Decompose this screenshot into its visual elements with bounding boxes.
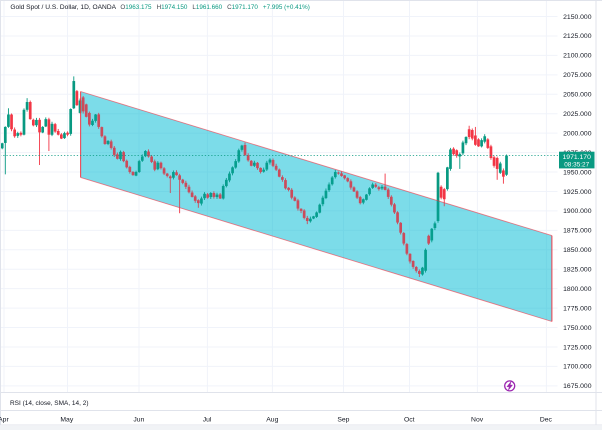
svg-text:1725.000: 1725.000 [563, 344, 592, 351]
svg-text:1750.000: 1750.000 [563, 325, 592, 332]
svg-text:May: May [60, 417, 73, 424]
svg-text:1825.000: 1825.000 [563, 267, 592, 274]
svg-text:Jul: Jul [203, 417, 212, 424]
svg-text:2025.000: 2025.000 [563, 111, 592, 118]
svg-text:+7.995 (+0.41%): +7.995 (+0.41%) [263, 4, 310, 11]
svg-text:08:35:27: 08:35:27 [564, 161, 589, 168]
svg-text:Nov: Nov [471, 417, 484, 424]
svg-text:2100.000: 2100.000 [563, 53, 592, 60]
svg-text:H1974.150: H1974.150 [157, 4, 188, 11]
svg-text:RSI (14, close, SMA, 14, 2): RSI (14, close, SMA, 14, 2) [10, 400, 89, 407]
svg-text:C1971.170: C1971.170 [227, 4, 258, 11]
svg-text:Jun: Jun [133, 417, 144, 424]
svg-text:Oct: Oct [404, 417, 415, 424]
svg-text:Aug: Aug [266, 417, 278, 424]
svg-text:1800.000: 1800.000 [563, 286, 592, 293]
svg-text:2000.000: 2000.000 [563, 130, 592, 137]
svg-text:1950.000: 1950.000 [563, 169, 592, 176]
svg-text:1875.000: 1875.000 [563, 228, 592, 235]
svg-text:2150.000: 2150.000 [563, 14, 592, 21]
svg-text:1971.170: 1971.170 [563, 154, 592, 161]
svg-text:2050.000: 2050.000 [563, 92, 592, 99]
svg-text:1675.000: 1675.000 [563, 383, 592, 390]
svg-text:1925.000: 1925.000 [563, 189, 592, 196]
svg-text:Apr: Apr [0, 417, 9, 424]
svg-text:Dec: Dec [540, 417, 553, 424]
svg-text:2125.000: 2125.000 [563, 33, 592, 40]
svg-text:L1961.660: L1961.660 [192, 4, 222, 11]
svg-text:1900.000: 1900.000 [563, 208, 592, 215]
svg-text:2075.000: 2075.000 [563, 72, 592, 79]
svg-text:1775.000: 1775.000 [563, 305, 592, 312]
svg-text:1850.000: 1850.000 [563, 247, 592, 254]
svg-text:Sep: Sep [337, 417, 349, 424]
svg-text:O1963.175: O1963.175 [120, 4, 152, 11]
svg-text:Gold Spot / U.S. Dollar, 1D, O: Gold Spot / U.S. Dollar, 1D, OANDA [10, 4, 116, 11]
svg-text:1700.000: 1700.000 [563, 364, 592, 371]
